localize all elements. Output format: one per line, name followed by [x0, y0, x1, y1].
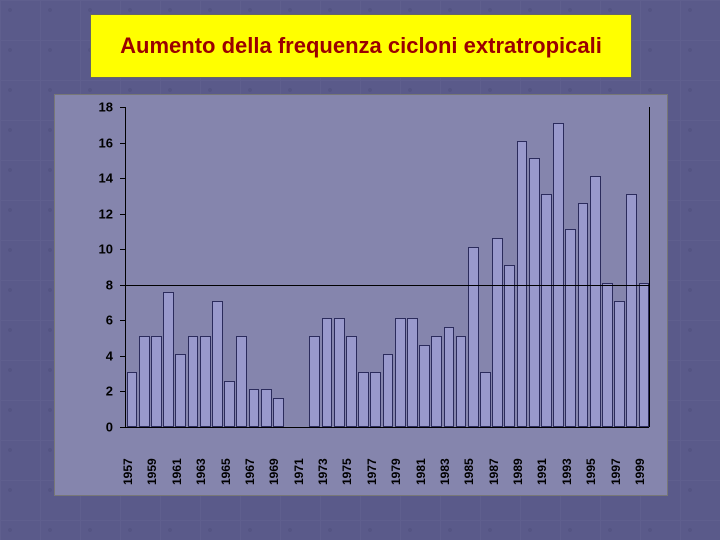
chart-panel: 0 2 4 6 8 10 12 14 16 18 1957 1959 1961 1963 1965 1967 1… [54, 94, 668, 496]
bar [175, 354, 186, 427]
bar [590, 176, 601, 427]
x-tick-label: 1967 [243, 458, 257, 485]
x-tick-label: 1957 [121, 458, 135, 485]
bar [163, 292, 174, 427]
bar [492, 238, 503, 427]
y-tick-label: 8 [55, 277, 113, 292]
bar [578, 203, 589, 427]
y-axis-line [125, 107, 126, 427]
x-tick-label: 1963 [194, 458, 208, 485]
y-tick-label: 18 [55, 100, 113, 115]
bar [383, 354, 394, 427]
x-tick-label: 1983 [438, 458, 452, 485]
bar [541, 194, 552, 427]
y-tick-label: 14 [55, 171, 113, 186]
x-tick-label: 1987 [487, 458, 501, 485]
bar [480, 372, 491, 427]
x-tick-label: 1973 [316, 458, 330, 485]
bar [504, 265, 515, 427]
bar [565, 229, 576, 427]
y-tick-label: 16 [55, 135, 113, 150]
bar [309, 336, 320, 427]
x-tick-label: 1975 [340, 458, 354, 485]
x-tick-label: 1969 [267, 458, 281, 485]
y-tick-label: 0 [55, 420, 113, 435]
bar [346, 336, 357, 427]
x-tick-label: 1999 [633, 458, 647, 485]
y-tick-label: 2 [55, 384, 113, 399]
bar [151, 336, 162, 427]
x-tick-label: 1997 [609, 458, 623, 485]
x-tick-label: 1959 [145, 458, 159, 485]
x-tick-label: 1977 [365, 458, 379, 485]
x-tick-label: 1965 [219, 458, 233, 485]
bar [468, 247, 479, 427]
x-tick-label: 1991 [535, 458, 549, 485]
x-tick-label: 1961 [170, 458, 184, 485]
bars-container [125, 107, 649, 427]
y-tick-label: 10 [55, 242, 113, 257]
bar [358, 372, 369, 427]
bar [395, 318, 406, 427]
title-box: Aumento della frequenza cicloni extratro… [90, 14, 632, 78]
bar [614, 301, 625, 427]
bar [529, 158, 540, 427]
y-tick-label: 6 [55, 313, 113, 328]
bar [639, 283, 650, 427]
slide-background: Aumento della frequenza cicloni extratro… [0, 0, 720, 540]
bar [602, 283, 613, 427]
bar [431, 336, 442, 427]
bar [407, 318, 418, 427]
bar [322, 318, 333, 427]
bar [139, 336, 150, 427]
x-tick-label: 1989 [511, 458, 525, 485]
bar [249, 389, 260, 427]
x-tick-label: 1981 [414, 458, 428, 485]
plot-right-line [649, 107, 650, 427]
x-tick-label: 1995 [584, 458, 598, 485]
bar [236, 336, 247, 427]
x-tick-label: 1985 [462, 458, 476, 485]
y-tick-label: 4 [55, 348, 113, 363]
bar [370, 372, 381, 427]
x-tick-label: 1993 [560, 458, 574, 485]
bar [444, 327, 455, 427]
plot-area [125, 107, 649, 427]
x-tick-label: 1971 [292, 458, 306, 485]
bar [553, 123, 564, 427]
chart-title: Aumento della frequenza cicloni extratro… [120, 33, 602, 58]
x-tick-label: 1979 [389, 458, 403, 485]
gridline [125, 285, 649, 286]
bar [261, 389, 272, 427]
bar [334, 318, 345, 427]
bar [419, 345, 430, 427]
y-tick-label: 12 [55, 206, 113, 221]
bar [188, 336, 199, 427]
bar [224, 381, 235, 427]
bar [127, 372, 138, 427]
baseline [125, 427, 649, 428]
bar [273, 398, 284, 427]
bar [212, 301, 223, 427]
bar [200, 336, 211, 427]
bar [626, 194, 637, 427]
bar [456, 336, 467, 427]
